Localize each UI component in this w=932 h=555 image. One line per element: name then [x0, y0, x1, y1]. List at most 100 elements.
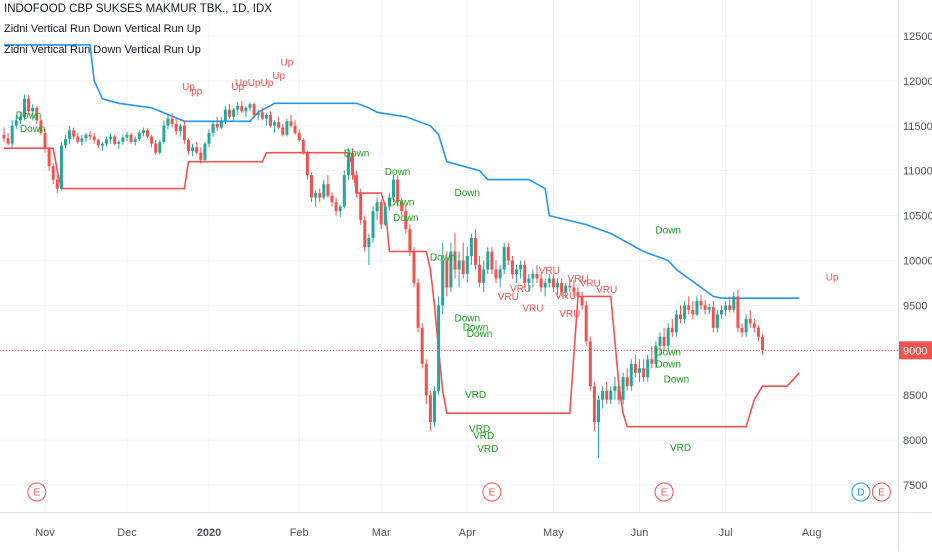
signal-label-up: Up: [826, 272, 839, 283]
candle: [400, 197, 404, 216]
indicator-legend-1[interactable]: Zidni Vertical Run Down Vertical Run Up: [4, 23, 201, 35]
signal-label-down: Down: [385, 167, 411, 178]
candle-body: [55, 179, 59, 189]
candle: [732, 291, 736, 313]
candle-body: [527, 278, 531, 283]
candle-body: [576, 291, 580, 297]
candle: [199, 147, 203, 164]
candle-body: [416, 282, 420, 328]
candle-body: [654, 345, 658, 364]
candle: [355, 170, 359, 198]
candle: [543, 278, 547, 297]
candle: [277, 116, 281, 130]
signal-label-down: VRD: [469, 424, 490, 435]
candle: [18, 111, 22, 124]
candle-body: [363, 220, 367, 248]
candle-body: [670, 327, 674, 333]
candle-body: [539, 278, 543, 288]
candle: [170, 113, 174, 128]
candle-body: [27, 98, 31, 112]
candle: [125, 132, 129, 142]
stop-line-upper: [4, 44, 800, 300]
candle-body: [379, 202, 383, 225]
dividend-marker-label: D: [857, 488, 864, 499]
candle: [240, 100, 244, 114]
candle: [695, 296, 699, 317]
candle-body: [732, 296, 736, 310]
candle-body: [674, 314, 678, 333]
candle: [68, 125, 72, 144]
candle-body: [178, 125, 182, 132]
candle: [416, 278, 420, 333]
candle: [531, 269, 535, 288]
signal-label-down: Down: [344, 148, 370, 159]
candle-body: [601, 390, 605, 400]
candle-body: [457, 260, 461, 270]
earnings-event-marker[interactable]: E: [654, 482, 674, 502]
candle: [232, 107, 236, 121]
candle: [638, 359, 641, 382]
x-tick-label: Dec: [117, 527, 137, 539]
candle: [515, 264, 518, 283]
candle-body: [588, 341, 592, 387]
candle-body: [72, 130, 76, 137]
candle: [687, 296, 691, 315]
stop-line-lower: [4, 147, 800, 428]
candle-body: [330, 195, 334, 203]
earnings-event-marker[interactable]: E: [482, 482, 502, 502]
candle-body: [519, 264, 523, 270]
candle: [560, 278, 564, 297]
candle: [691, 300, 695, 319]
earnings-event-marker[interactable]: E: [871, 482, 891, 502]
candle-body: [187, 140, 190, 151]
candle-body: [146, 130, 149, 137]
candle-body: [215, 123, 219, 128]
signal-label-up: Up: [272, 71, 285, 82]
candle-body: [14, 120, 18, 126]
candle: [269, 111, 272, 128]
candle-body: [260, 112, 264, 119]
x-tick-label: Feb: [290, 527, 309, 539]
candle: [351, 148, 354, 180]
candle: [597, 395, 600, 459]
signal-label-up: VRU: [522, 304, 543, 315]
candle-body: [441, 260, 445, 306]
candle: [433, 386, 436, 427]
candle: [387, 193, 391, 212]
candle-body: [633, 363, 637, 373]
candle: [740, 323, 744, 337]
signal-label-up: VRU: [555, 291, 576, 302]
candle: [445, 251, 449, 297]
earnings-marker-label: E: [661, 488, 668, 499]
signal-label-up: VRU: [510, 284, 531, 295]
candle: [27, 95, 31, 115]
candle: [105, 136, 108, 147]
candle: [674, 309, 678, 337]
candle: [666, 323, 670, 351]
signal-label-down: Down: [455, 188, 481, 199]
dividend-event-marker[interactable]: D: [851, 482, 871, 502]
candle-body: [498, 269, 502, 279]
candle-body: [314, 193, 318, 198]
candle: [281, 123, 285, 137]
indicator-legend-2[interactable]: Zidni Vertical Run Down Vertical Run Up: [4, 44, 201, 56]
candle: [6, 132, 10, 146]
earnings-marker-label: E: [33, 488, 40, 499]
candle-body: [84, 134, 88, 139]
candle-body: [76, 136, 80, 142]
candle: [305, 150, 309, 180]
candle-body: [687, 305, 691, 310]
candle: [252, 102, 256, 117]
candle: [519, 260, 523, 279]
earnings-event-marker[interactable]: E: [27, 482, 47, 502]
candle-body: [2, 134, 6, 139]
candle: [141, 127, 145, 137]
candle-body: [232, 109, 236, 117]
candle-body: [744, 318, 748, 333]
candle: [551, 273, 555, 292]
candle: [592, 381, 596, 432]
candle: [264, 113, 268, 126]
candle: [236, 102, 240, 115]
